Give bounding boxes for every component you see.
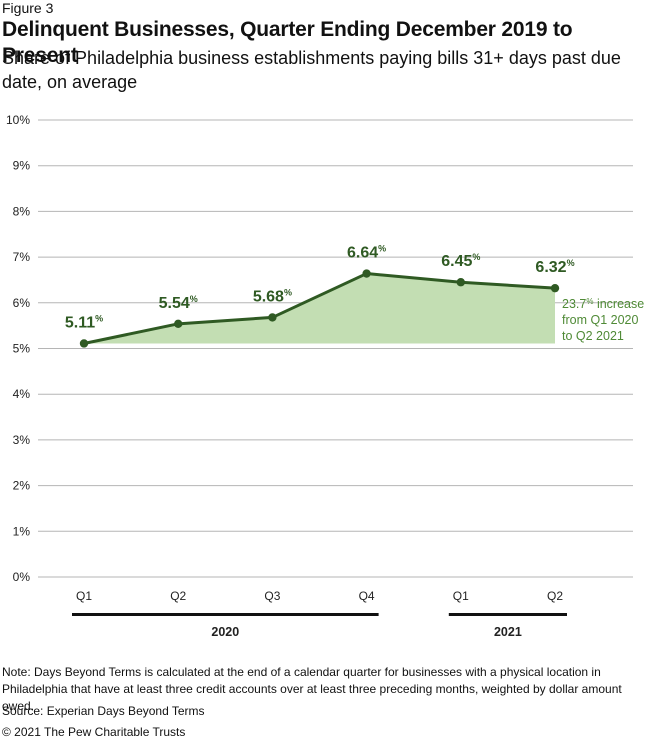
data-label: 6.64% <box>347 244 386 262</box>
year-group-label: 2020 <box>211 625 239 639</box>
data-label-unit: % <box>284 287 292 297</box>
data-label-unit: % <box>95 313 103 323</box>
year-group-bar <box>72 613 379 616</box>
data-label-unit: % <box>190 294 198 304</box>
y-tick-label: 7% <box>13 250 31 264</box>
annotation-rest: increase <box>593 297 644 311</box>
series-line <box>83 272 556 345</box>
y-tick-label: 1% <box>13 524 31 538</box>
y-tick-label: 2% <box>13 479 31 493</box>
y-tick-label: 9% <box>13 159 31 173</box>
data-point <box>268 313 277 322</box>
annotation-line-2: from Q1 2020 <box>562 313 638 327</box>
data-point <box>174 319 183 329</box>
y-tick-label: 5% <box>13 342 31 356</box>
y-tick-label: 3% <box>13 433 31 447</box>
x-tick-label: Q1 <box>453 589 469 603</box>
chart-subtitle: Share of Philadelphia business establish… <box>2 48 621 92</box>
data-label: 5.54% <box>159 294 198 312</box>
chart-note: Note: Days Beyond Terms is calculated at… <box>2 665 622 713</box>
chart-source: Source: Experian Days Beyond Terms <box>2 704 205 718</box>
data-label: 5.68% <box>253 287 292 305</box>
annotation-line-1: 23.7% increase <box>562 297 644 311</box>
data-label-unit: % <box>567 258 575 268</box>
x-tick-label: Q2 <box>547 589 563 603</box>
y-tick-label: 4% <box>13 387 31 401</box>
year-group-bar <box>448 613 567 616</box>
y-tick-label: 0% <box>13 570 31 584</box>
year-group-label: 2021 <box>494 625 522 639</box>
annotation-unit: % <box>586 297 593 306</box>
data-label-unit: % <box>472 252 480 262</box>
y-tick-label: 6% <box>13 296 31 310</box>
annotation-line-3: to Q2 2021 <box>562 329 624 343</box>
increase-area <box>84 273 555 344</box>
y-tick-label: 8% <box>13 204 31 218</box>
data-label: 6.45% <box>441 252 480 270</box>
copyright-line: © 2021 The Pew Charitable Trusts <box>2 725 186 739</box>
line-area-chart: 0% 1% 2% 3% 4% 5% 6% 7% 8% 9% 10% 5.11% 5.54% 5.68% 6.… <box>6 113 644 639</box>
data-point <box>456 278 465 287</box>
data-point <box>550 283 560 293</box>
x-tick-label: Q1 <box>76 589 92 603</box>
x-tick-label: Q2 <box>170 589 186 603</box>
chart-area: 0% 1% 2% 3% 4% 5% 6% 7% 8% 9% 10% 5.11% 5.54% 5.68% 6.… <box>0 100 650 660</box>
x-tick-label: Q3 <box>264 589 280 603</box>
data-label: 6.32% <box>535 258 574 276</box>
data-label-unit: % <box>378 244 386 254</box>
data-point <box>79 339 89 348</box>
chart-title: Delinquent Businesses, Quarter Ending De… <box>2 18 573 67</box>
x-tick-label: Q4 <box>359 589 375 603</box>
y-tick-label: 10% <box>6 113 30 127</box>
data-point <box>362 269 371 278</box>
figure-label: Figure 3 <box>2 0 54 16</box>
data-label: 5.11% <box>65 313 103 331</box>
